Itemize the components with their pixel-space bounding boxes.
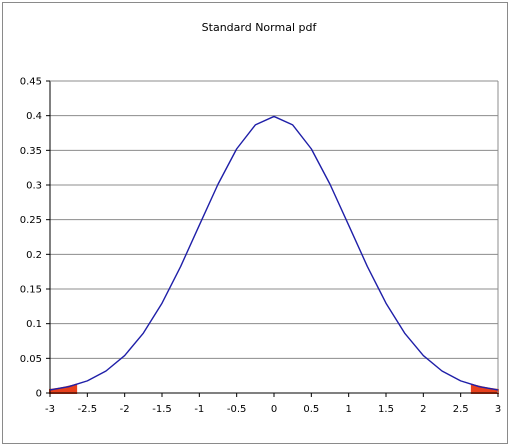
y-tick-label-6: 0.3 (26, 181, 42, 192)
x-tick-label-1: -2.5 (78, 404, 98, 415)
x-tick-label-5: -0.5 (227, 404, 247, 415)
x-tick-label-8: 1 (345, 404, 351, 415)
x-tick-label-12: 3 (495, 404, 501, 415)
y-tick-label-9: 0.45 (20, 77, 42, 88)
x-tick-label-0: -3 (45, 404, 55, 415)
gridlines (50, 80, 498, 359)
y-tick-label-3: 0.15 (20, 285, 42, 296)
y-tick-label-8: 0.4 (26, 111, 42, 122)
series-group (49, 115, 499, 391)
x-tick-label-11: 2.5 (453, 404, 469, 415)
normal-pdf-chart: Standard Normal pdf 00.050.10.150.20.250… (20, 21, 501, 415)
series-line-0 (49, 115, 499, 391)
y-tick-label-1: 0.05 (20, 354, 42, 365)
shaded-tails (49, 383, 499, 394)
x-tick-label-10: 2 (420, 404, 426, 415)
x-tick-label-7: 0.5 (303, 404, 319, 415)
y-tick-label-5: 0.25 (20, 215, 42, 226)
y-tick-label-4: 0.2 (26, 250, 42, 261)
y-tick-labels: 0 0.05 0.1 0.15 0.2 0.25 0.3 0.35 0.4 0.45 (20, 77, 42, 400)
x-tick-labels: -3 -2.5 -2 -1.5 -1 -0.5 0 0.5 1 1.5 2 2.5 3 (45, 404, 501, 415)
chart-area: Standard Normal pdf 0 0.05 0.1 0.15 0.2 0.25 0… (2, 2, 508, 444)
x-tick-label-6: 0 (271, 404, 277, 415)
x-tick-label-3: -1.5 (152, 404, 172, 415)
y-tick-label-0: 0 (36, 389, 42, 400)
axes (46, 80, 499, 397)
y-tick-label-7: 0.35 (20, 146, 42, 157)
x-tick-label-9: 1.5 (378, 404, 394, 415)
x-tick-label-4: -1 (194, 404, 204, 415)
chart-title: Standard Normal pdf (202, 21, 318, 34)
x-tick-label-2: -2 (120, 404, 130, 415)
y-tick-label-2: 0.1 (26, 319, 42, 330)
